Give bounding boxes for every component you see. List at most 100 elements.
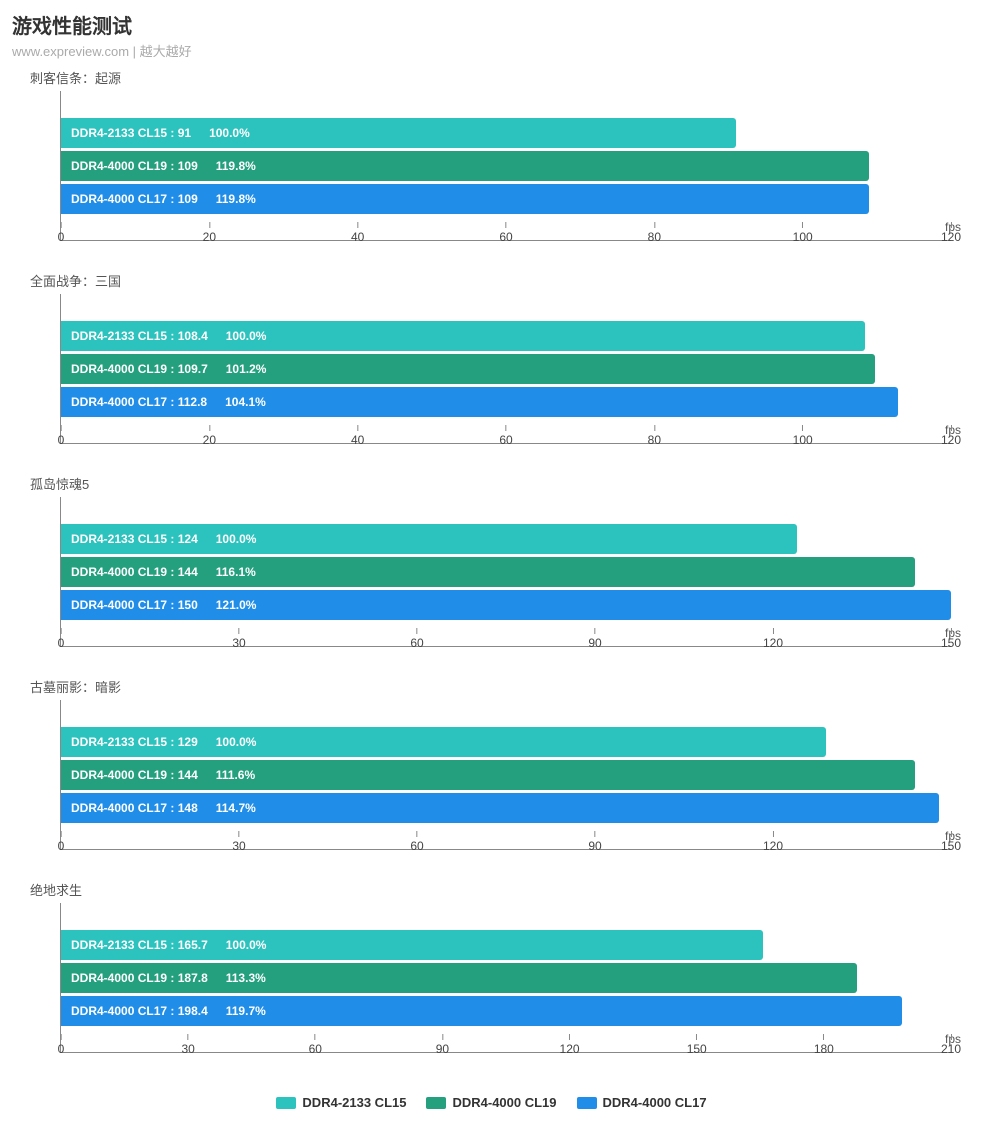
- bar-series-name: DDR4-4000 CL17: [71, 801, 167, 815]
- plot-area: fpsDDR4-2133 CL15 : 165.7100.0%DDR4-4000…: [60, 903, 951, 1053]
- tick-mark: [773, 831, 774, 837]
- bar: DDR4-4000 CL19 : 109.7101.2%: [61, 354, 875, 384]
- tick-label: 100: [793, 230, 813, 244]
- tick-mark: [951, 831, 952, 837]
- bar-label: DDR4-4000 CL17 : 150121.0%: [71, 598, 256, 612]
- plot-wrap: fpsDDR4-2133 CL15 : 91100.0%DDR4-4000 CL…: [60, 91, 951, 265]
- tick-mark: [802, 425, 803, 431]
- bar-series-name: DDR4-4000 CL19: [71, 159, 167, 173]
- plot-wrap: fpsDDR4-2133 CL15 : 124100.0%DDR4-4000 C…: [60, 497, 951, 671]
- bar-percent: 100.0%: [209, 126, 250, 140]
- x-tick: 150: [941, 831, 961, 853]
- bar-value: 187.8: [178, 971, 208, 985]
- bar-series-name: DDR4-2133 CL15: [71, 126, 167, 140]
- tick-label: 150: [941, 636, 961, 650]
- x-tick: 120: [560, 1034, 580, 1056]
- bar: DDR4-2133 CL15 : 124100.0%: [61, 524, 797, 554]
- bar-series-name: DDR4-4000 CL17: [71, 395, 167, 409]
- bar-label: DDR4-2133 CL15 : 129100.0%: [71, 735, 256, 749]
- x-tick: 100: [793, 425, 813, 447]
- tick-label: 90: [588, 636, 601, 650]
- bar-value: 144: [178, 565, 198, 579]
- bar-series-name: DDR4-4000 CL19: [71, 768, 167, 782]
- bar-series-name: DDR4-2133 CL15: [71, 735, 167, 749]
- legend-item: DDR4-4000 CL19: [426, 1095, 556, 1110]
- x-tick: 60: [410, 628, 423, 650]
- x-tick: 60: [410, 831, 423, 853]
- tick-label: 120: [941, 433, 961, 447]
- x-tick: 60: [309, 1034, 322, 1056]
- bar-label: DDR4-2133 CL15 : 91100.0%: [71, 126, 250, 140]
- legend: DDR4-2133 CL15 DDR4-4000 CL19 DDR4-4000 CL…: [12, 1095, 971, 1110]
- bar-label: DDR4-2133 CL15 : 124100.0%: [71, 532, 256, 546]
- tick-mark: [654, 425, 655, 431]
- x-tick: 90: [588, 831, 601, 853]
- bar-value: 198.4: [178, 1004, 208, 1018]
- bar-percent: 100.0%: [216, 735, 257, 749]
- bar-label: DDR4-4000 CL17 : 198.4119.7%: [71, 1004, 266, 1018]
- bar: DDR4-2133 CL15 : 108.4100.0%: [61, 321, 865, 351]
- bars-group: DDR4-2133 CL15 : 108.4100.0%DDR4-4000 CL…: [61, 312, 951, 425]
- bar-percent: 104.1%: [225, 395, 266, 409]
- plot-area: fpsDDR4-2133 CL15 : 129100.0%DDR4-4000 C…: [60, 700, 951, 850]
- x-tick: 0: [58, 425, 65, 447]
- x-tick: 100: [793, 222, 813, 244]
- x-tick: 80: [648, 222, 661, 244]
- bar: DDR4-2133 CL15 : 165.7100.0%: [61, 930, 763, 960]
- chart-block: 刺客信条：起源fpsDDR4-2133 CL15 : 91100.0%DDR4-…: [12, 68, 971, 265]
- x-tick: 30: [181, 1034, 194, 1056]
- tick-label: 120: [763, 839, 783, 853]
- x-tick: 120: [941, 222, 961, 244]
- plot-area: fpsDDR4-2133 CL15 : 124100.0%DDR4-4000 C…: [60, 497, 951, 647]
- tick-label: 0: [58, 433, 65, 447]
- tick-mark: [951, 1034, 952, 1040]
- tick-label: 30: [181, 1042, 194, 1056]
- tick-mark: [209, 222, 210, 228]
- tick-label: 60: [309, 1042, 322, 1056]
- tick-mark: [188, 1034, 189, 1040]
- tick-mark: [61, 831, 62, 837]
- tick-label: 100: [793, 433, 813, 447]
- x-tick: 120: [763, 831, 783, 853]
- legend-item: DDR4-2133 CL15: [276, 1095, 406, 1110]
- tick-mark: [951, 222, 952, 228]
- tick-label: 180: [814, 1042, 834, 1056]
- tick-mark: [315, 1034, 316, 1040]
- bars-group: DDR4-2133 CL15 : 165.7100.0% DDR4-4000 CL…: [61, 921, 951, 1034]
- chart-title: 古墓丽影：暗影: [30, 677, 971, 696]
- tick-mark: [442, 1034, 443, 1040]
- x-tick: 0: [58, 628, 65, 650]
- x-tick: 40: [351, 222, 364, 244]
- bars-group: DDR4-2133 CL15 : 124100.0%DDR4-4000 CL19…: [61, 515, 951, 628]
- bar-label: DDR4-4000 CL17 : 148114.7%: [71, 801, 256, 815]
- bar-label: DDR4-4000 CL19 : 144111.6%: [71, 768, 255, 782]
- x-tick: 150: [941, 628, 961, 650]
- tick-label: 60: [499, 230, 512, 244]
- bar: DDR4-4000 CL19 : 144111.6%: [61, 760, 915, 790]
- x-tick: 120: [763, 628, 783, 650]
- bar-series-name: DDR4-4000 CL17: [71, 1004, 167, 1018]
- x-tick: 40: [351, 425, 364, 447]
- bar-series-name: DDR4-2133 CL15: [71, 532, 167, 546]
- tick-spacer: [60, 241, 951, 265]
- tick-mark: [951, 425, 952, 431]
- tick-mark: [61, 425, 62, 431]
- bar-label: DDR4-4000 CL19 : 109119.8%: [71, 159, 256, 173]
- tick-mark: [61, 628, 62, 634]
- x-tick: 120: [941, 425, 961, 447]
- x-tick: 20: [203, 222, 216, 244]
- x-tick: 0: [58, 831, 65, 853]
- tick-label: 60: [410, 636, 423, 650]
- tick-mark: [357, 425, 358, 431]
- bars-group: DDR4-2133 CL15 : 129100.0% DDR4-4000 CL19…: [61, 718, 951, 831]
- legend-label: DDR4-4000 CL17: [603, 1095, 707, 1110]
- bar: DDR4-4000 CL17 : 112.8104.1%: [61, 387, 898, 417]
- x-tick: 30: [232, 831, 245, 853]
- tick-mark: [357, 222, 358, 228]
- chart-title: 全面战争：三国: [30, 271, 971, 290]
- bar-percent: 113.3%: [226, 971, 266, 985]
- tick-label: 40: [351, 433, 364, 447]
- x-tick: 90: [436, 1034, 449, 1056]
- tick-label: 210: [941, 1042, 961, 1056]
- tick-label: 150: [941, 839, 961, 853]
